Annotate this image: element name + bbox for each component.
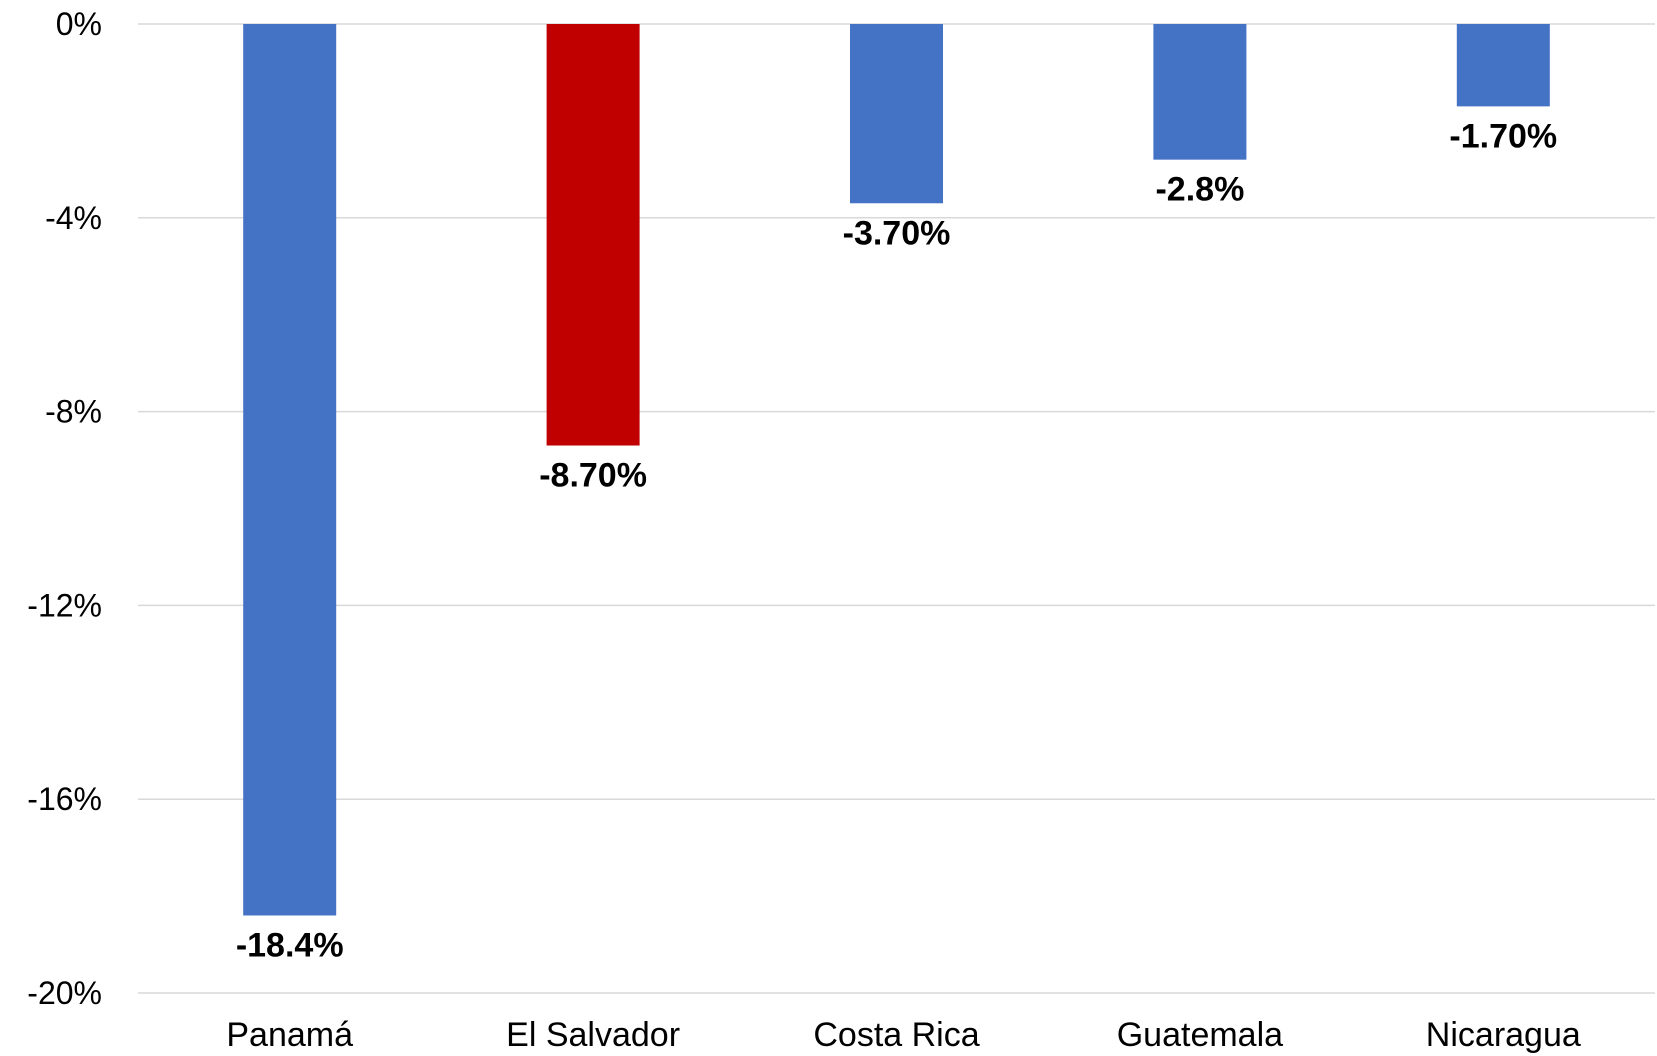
- x-tick-label: Nicaragua: [1426, 1016, 1581, 1054]
- y-axis: 0% -4% -8% -12% -16% -20%: [27, 6, 102, 1011]
- y-tick-label: -8%: [45, 394, 102, 430]
- data-label: -2.8%: [1155, 171, 1244, 209]
- y-tick-label: -12%: [27, 587, 102, 623]
- data-label: -8.70%: [539, 457, 647, 495]
- y-tick-label: 0%: [56, 6, 102, 42]
- data-label: -1.70%: [1449, 117, 1557, 155]
- y-tick-label: -16%: [27, 781, 102, 817]
- data-label: -3.70%: [843, 214, 951, 252]
- bar: [1456, 24, 1550, 107]
- y-tick-label: -4%: [45, 200, 102, 236]
- bar: [546, 24, 640, 446]
- y-tick-label: -20%: [27, 975, 102, 1011]
- bar: [850, 24, 943, 204]
- x-tick-label: Panamá: [226, 1016, 353, 1054]
- data-label: -18.4%: [236, 926, 344, 964]
- bar: [1153, 24, 1247, 160]
- bars: [243, 24, 1550, 916]
- gridlines: [138, 23, 1655, 994]
- x-axis: Panamá El Salvador Costa Rica Guatemala Nica…: [226, 1016, 1580, 1054]
- bar: [243, 24, 337, 916]
- x-tick-label: Guatemala: [1117, 1016, 1283, 1054]
- x-tick-label: Costa Rica: [813, 1016, 979, 1054]
- x-tick-label: El Salvador: [506, 1016, 680, 1054]
- data-labels: -18.4% -8.70% -3.70% -2.8% -1.70%: [236, 117, 1557, 964]
